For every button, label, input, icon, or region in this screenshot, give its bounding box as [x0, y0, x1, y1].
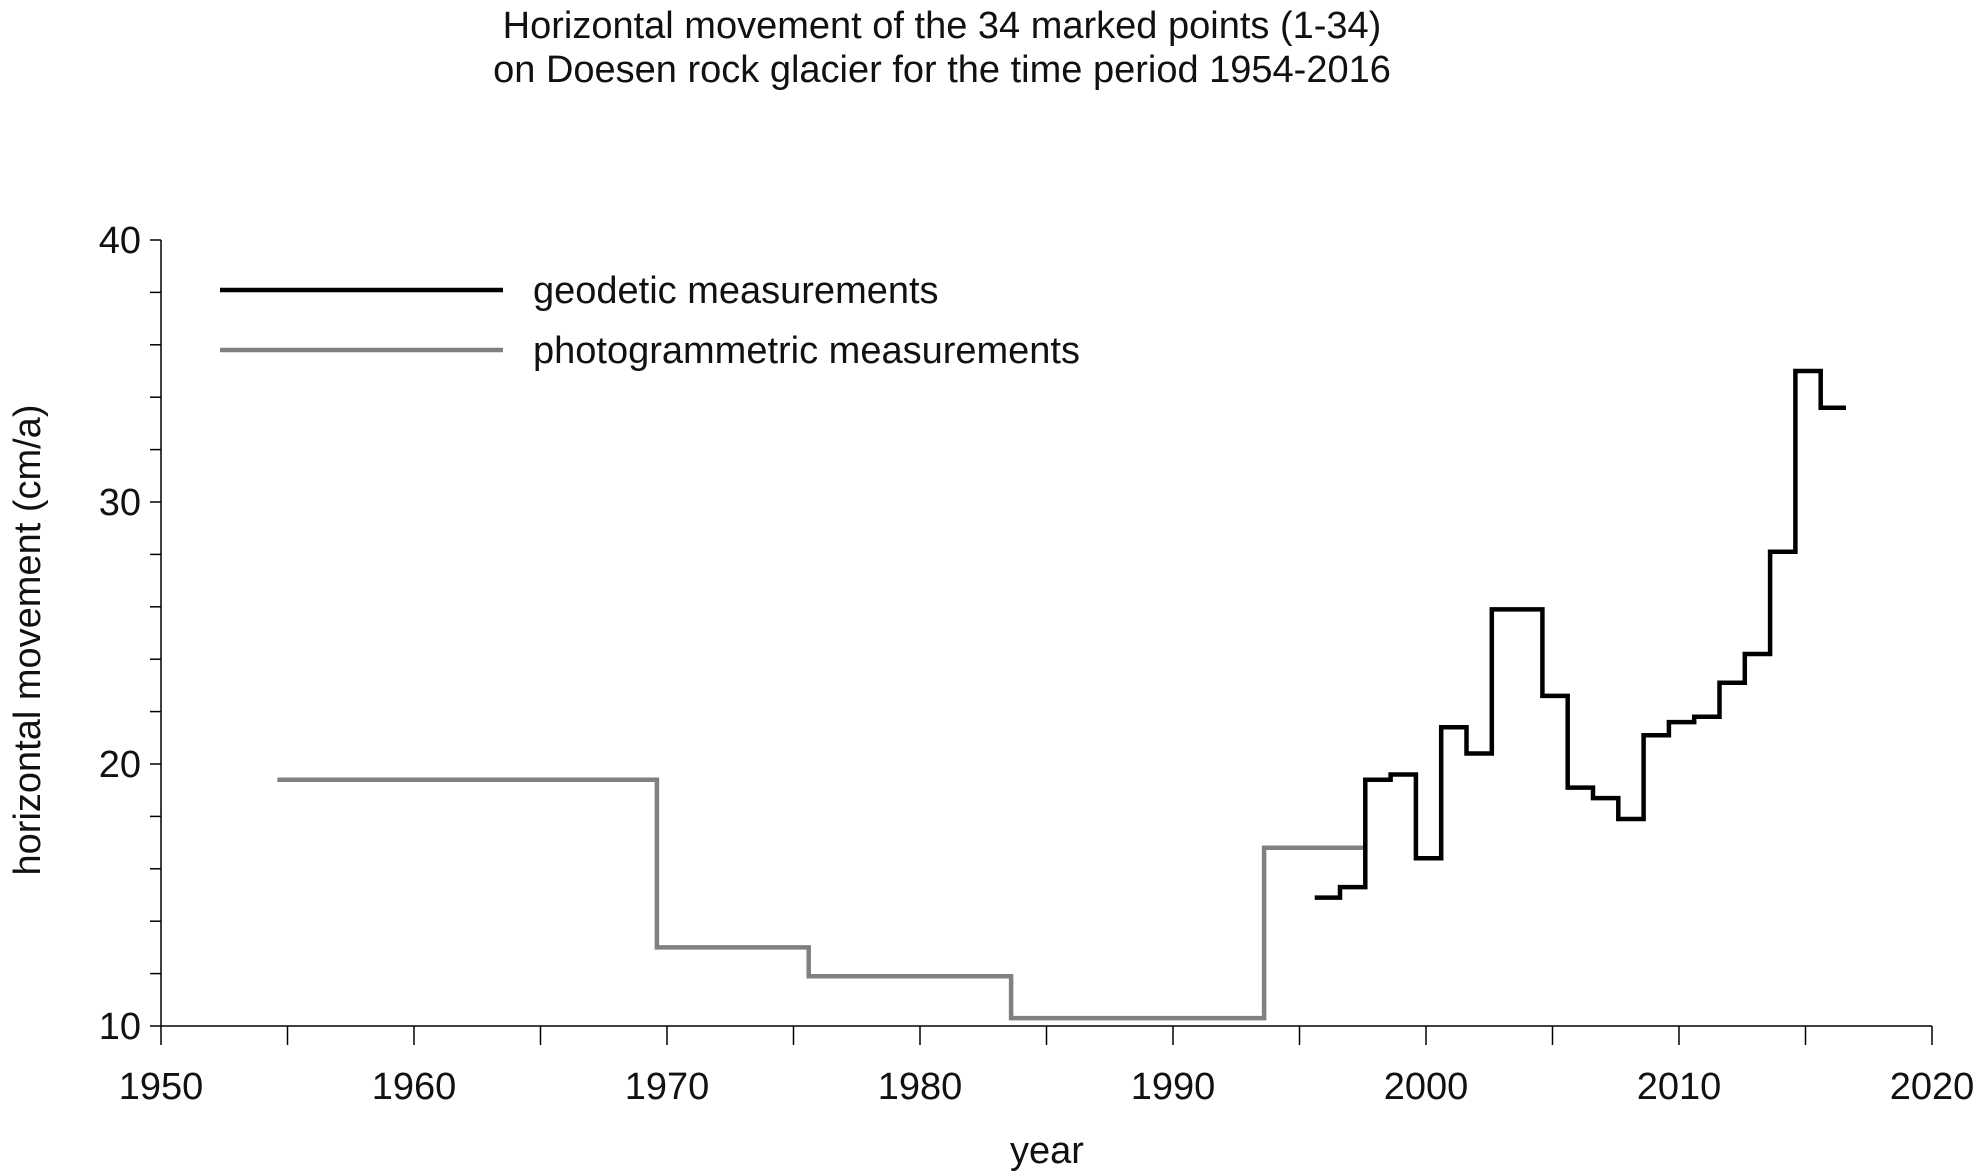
y-tick-label: 40: [99, 220, 141, 262]
x-axis-title: year: [1010, 1130, 1084, 1172]
x-tick-label: 1980: [878, 1066, 963, 1108]
x-tick-label: 1990: [1131, 1066, 1216, 1108]
series-layer: [277, 368, 1846, 1021]
legend-label-geodetic: geodetic measurements: [533, 270, 939, 312]
chart-title-line-2: on Doesen rock glacier for the time peri…: [493, 49, 1391, 91]
x-tick-label: 1960: [372, 1066, 457, 1108]
y-tick-label: 10: [99, 1006, 141, 1048]
x-tick-label: 2020: [1890, 1066, 1975, 1108]
y-tick-label: 20: [99, 744, 141, 786]
chart-title: Horizontal movement of the 34 marked poi…: [493, 5, 1391, 91]
y-axis-title: horizontal movement (cm/a): [7, 405, 49, 876]
x-axis-ticks: 1950 1960 1970 1980 1990 2000 2010 2020: [119, 1026, 1975, 1108]
geodetic-series-line: [1314, 368, 1846, 900]
x-tick-label: 2010: [1637, 1066, 1722, 1108]
y-axis-ticks: 10 20 30 40: [99, 220, 161, 1048]
x-tick-label: 1970: [625, 1066, 710, 1108]
legend-label-photogrammetric: photogrammetric measurements: [533, 330, 1080, 372]
x-tick-label: 1950: [119, 1066, 204, 1108]
legend: geodetic measurements photogrammetric mea…: [220, 270, 1080, 372]
y-tick-label: 30: [99, 482, 141, 524]
x-tick-label: 2000: [1384, 1066, 1469, 1108]
photogrammetric-series-line: [277, 777, 1366, 1021]
chart-title-line-1: Horizontal movement of the 34 marked poi…: [503, 5, 1382, 47]
